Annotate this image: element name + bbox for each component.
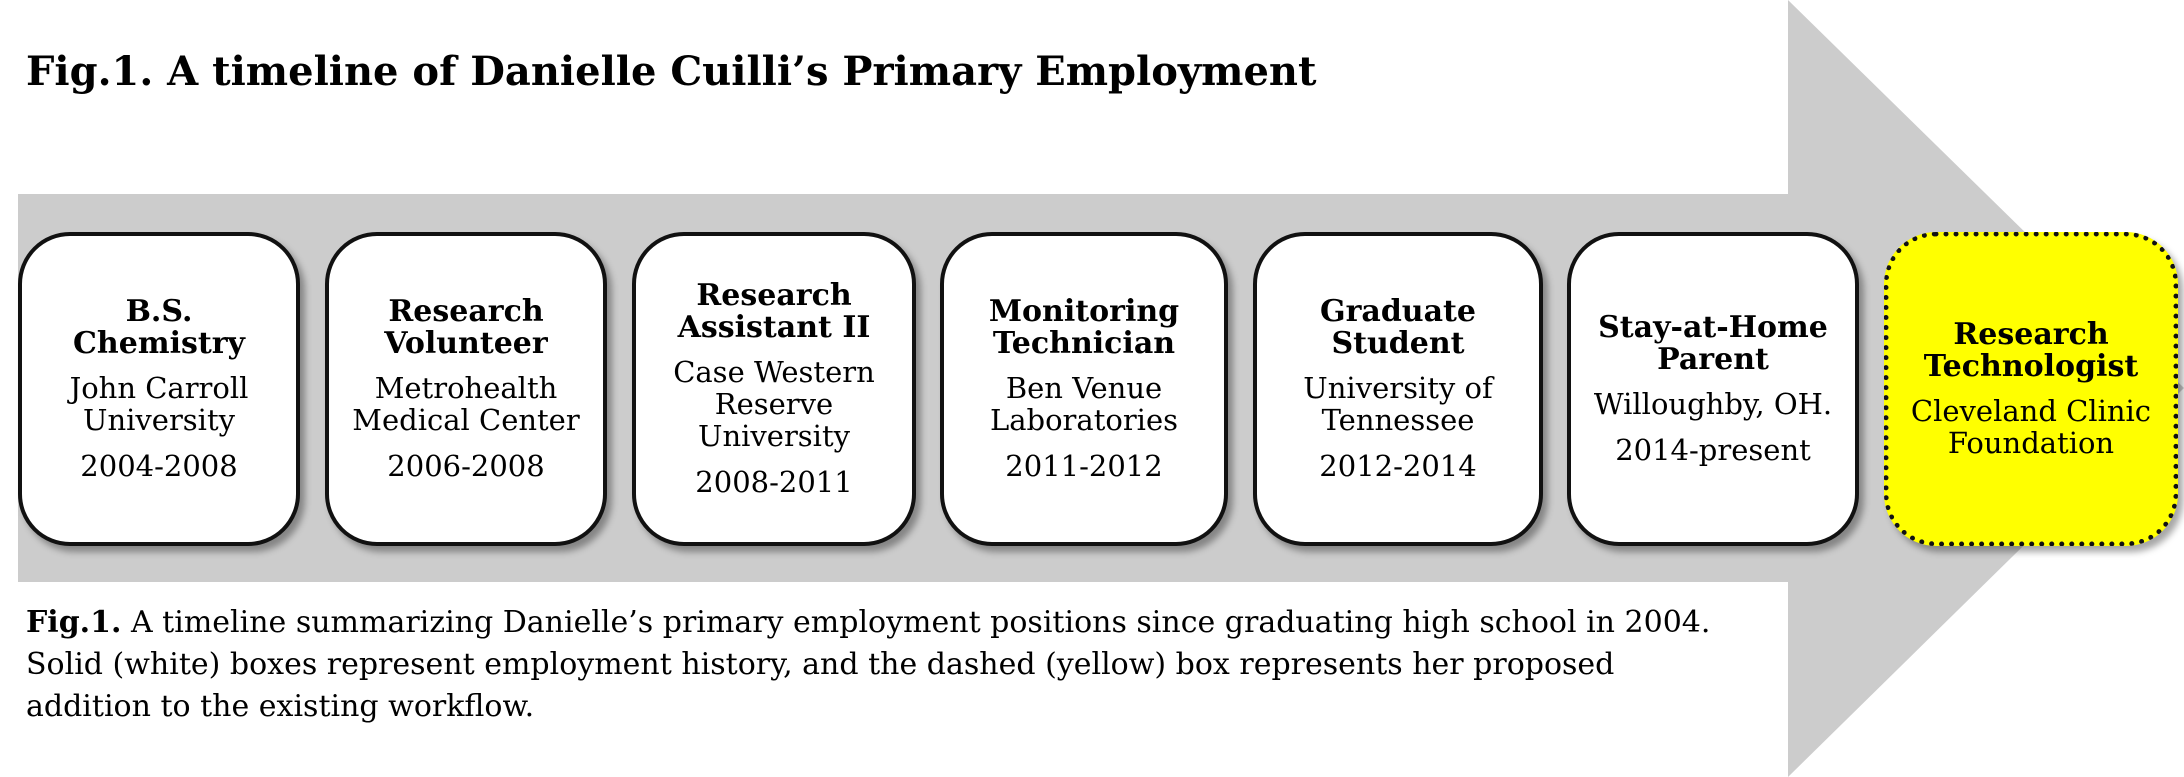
caption-lead: Fig.1. [26,605,122,640]
box-role: B.S. Chemistry [73,294,245,361]
box-organization: Case Western Reserve University [673,355,875,453]
timeline-box-research-assistant: Research Assistant II Case Western Reser… [632,232,916,546]
box-role: Research Volunteer [384,294,548,361]
timeline-box-bs-chemistry: B.S. Chemistry John Carroll University 2… [18,232,300,546]
timeline-box-monitoring-technician: Monitoring Technician Ben Venue Laborato… [940,232,1228,546]
timeline-box-research-volunteer: Research Volunteer Metrohealth Medical C… [325,232,607,546]
box-role: Graduate Student [1319,294,1477,361]
timeline-box-graduate-student: Graduate Student University of Tennessee… [1253,232,1543,546]
box-organization: Ben Venue Laboratories [989,371,1179,437]
box-years: 2006-2008 [387,449,545,483]
box-years: 2014-present [1615,433,1811,467]
box-role: Stay-at-Home Parent [1598,310,1828,377]
figure-caption: Fig.1. A timeline summarizing Danielle’s… [26,602,1746,728]
box-role: Monitoring Technician [988,294,1180,361]
box-years: 2011-2012 [1005,449,1163,483]
box-organization: Willoughby, OH. [1593,387,1833,421]
box-organization: Metrohealth Medical Center [352,371,580,437]
figure-title: Fig.1. A timeline of Danielle Cuilli’s P… [26,48,1317,95]
box-role: Research Assistant II [677,278,871,345]
timeline-box-research-technologist-proposed: Research Technologist Cleveland Clinic F… [1884,232,2178,546]
caption-text: A timeline summarizing Danielle’s primar… [26,605,1711,724]
box-organization: Cleveland Clinic Foundation [1910,394,2152,460]
box-role: Research Technologist [1923,317,2139,384]
box-years: 2012-2014 [1319,449,1477,483]
box-organization: University of Tennessee [1303,371,1493,437]
box-organization: John Carroll University [69,371,249,437]
timeline-box-stay-at-home-parent: Stay-at-Home Parent Willoughby, OH. 2014… [1567,232,1859,546]
box-years: 2008-2011 [695,465,853,499]
box-years: 2004-2008 [80,449,238,483]
